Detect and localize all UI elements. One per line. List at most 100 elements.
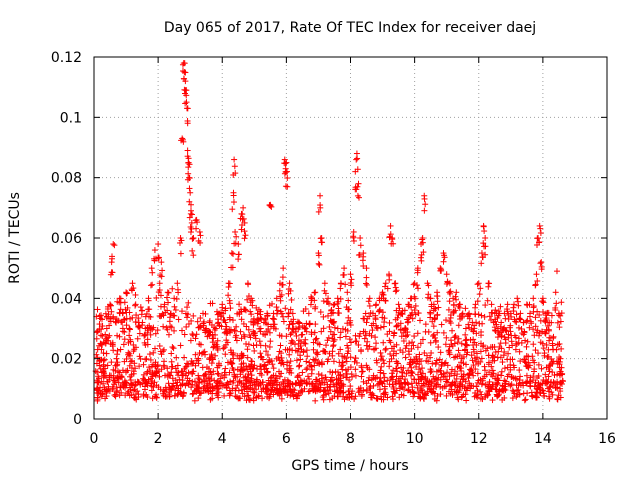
scatter-point-noise bbox=[127, 326, 134, 333]
scatter-point-noise bbox=[462, 331, 469, 338]
scatter-point-noise bbox=[557, 394, 564, 401]
scatter-point-noise bbox=[482, 347, 489, 354]
scatter-point-noise bbox=[489, 367, 496, 374]
scatter-point-noise bbox=[478, 312, 485, 319]
scatter-point-noise bbox=[227, 347, 234, 354]
scatter-point-cluster bbox=[235, 256, 242, 263]
scatter-point-noise bbox=[121, 299, 128, 306]
scatter-point-noise bbox=[227, 390, 234, 397]
scatter-point-noise bbox=[129, 357, 136, 364]
scatter-point-noise bbox=[386, 319, 393, 326]
scatter-point-noise bbox=[178, 327, 185, 334]
scatter-point-cluster bbox=[132, 302, 139, 309]
scatter-point-noise bbox=[250, 365, 257, 372]
scatter-point bbox=[151, 247, 158, 254]
scatter-point bbox=[334, 295, 341, 302]
scatter-point-noise bbox=[402, 354, 409, 361]
scatter-point-noise bbox=[118, 389, 125, 396]
y-tick-labels: 0 0.02 0.04 0.06 0.08 0.1 0.12 bbox=[51, 50, 82, 428]
scatter-point-noise bbox=[236, 311, 243, 318]
scatter-point-noise bbox=[285, 325, 292, 332]
scatter-point bbox=[536, 222, 543, 229]
scatter-point-cluster bbox=[537, 230, 544, 237]
scatter-point-noise bbox=[310, 356, 317, 363]
scatter-point bbox=[317, 192, 324, 199]
scatter-point-noise bbox=[504, 356, 511, 363]
scatter-point bbox=[475, 280, 482, 287]
scatter-point-noise bbox=[408, 368, 415, 375]
scatter-point-noise bbox=[123, 322, 130, 329]
scatter-point-noise bbox=[104, 362, 111, 369]
scatter-point-noise bbox=[331, 324, 338, 331]
scatter-point-noise bbox=[257, 350, 264, 357]
scatter-point-cluster bbox=[486, 280, 493, 287]
scatter-point-noise bbox=[296, 392, 303, 399]
scatter-point-cluster bbox=[97, 332, 104, 339]
scatter-point-noise bbox=[427, 339, 434, 346]
scatter-point-noise bbox=[548, 312, 555, 319]
scatter-point-noise bbox=[415, 285, 422, 292]
scatter-point-cluster bbox=[182, 87, 189, 94]
scatter-point-noise bbox=[389, 396, 396, 403]
scatter-point-cluster bbox=[422, 201, 429, 208]
scatter-point bbox=[366, 295, 373, 302]
scatter-point-noise bbox=[177, 342, 184, 349]
scatter-point-cluster bbox=[190, 235, 197, 242]
scatter-point-cluster bbox=[230, 250, 237, 257]
scatter-point-noise bbox=[435, 304, 442, 311]
scatter-point-noise bbox=[337, 346, 344, 353]
scatter-point-noise bbox=[287, 306, 294, 313]
scatter-point-noise bbox=[440, 370, 447, 377]
scatter-point-cluster bbox=[335, 305, 342, 312]
scatter-point-cluster bbox=[338, 280, 345, 287]
scatter-point-noise bbox=[380, 339, 387, 346]
scatter-point-noise bbox=[288, 337, 295, 344]
scatter-point-cluster bbox=[480, 223, 487, 230]
scatter-point-noise bbox=[295, 363, 302, 370]
scatter-point-noise bbox=[339, 359, 346, 366]
scatter-point-noise bbox=[330, 338, 337, 345]
scatter-point-noise bbox=[462, 305, 469, 312]
scatter-point bbox=[398, 310, 405, 317]
scatter-point-noise bbox=[267, 338, 274, 345]
scatter-point-noise bbox=[161, 358, 168, 365]
scatter-point-noise bbox=[263, 348, 270, 355]
scatter-point-noise bbox=[515, 324, 522, 331]
scatter-point-cluster bbox=[546, 334, 553, 341]
scatter-point-noise bbox=[401, 379, 408, 386]
scatter-point-noise bbox=[435, 344, 442, 351]
scatter-point-noise bbox=[238, 335, 245, 342]
scatter-point-cluster bbox=[257, 342, 264, 349]
scatter-point-noise bbox=[542, 371, 549, 378]
scatter-point bbox=[184, 147, 191, 154]
scatter-point-noise bbox=[143, 355, 150, 362]
scatter-point-noise bbox=[165, 331, 172, 338]
scatter-point-noise bbox=[362, 332, 369, 339]
scatter-point-noise bbox=[337, 329, 344, 336]
scatter-point-noise bbox=[478, 332, 485, 339]
scatter-point-noise bbox=[192, 335, 199, 342]
scatter-point-noise bbox=[203, 364, 210, 371]
scatter-point-noise bbox=[460, 360, 467, 367]
scatter-point-cluster bbox=[320, 298, 327, 305]
scatter-point bbox=[286, 280, 293, 287]
scatter-point bbox=[511, 301, 518, 308]
scatter-point-cluster bbox=[421, 195, 428, 202]
scatter-point-cluster bbox=[279, 281, 286, 288]
scatter-point-cluster bbox=[147, 282, 154, 289]
scatter-point-noise bbox=[358, 348, 365, 355]
scatter-point-noise bbox=[313, 335, 320, 342]
scatter-point bbox=[514, 295, 521, 302]
scatter-point-noise bbox=[427, 369, 434, 376]
scatter-point-noise bbox=[505, 331, 512, 338]
scatter-point-noise bbox=[411, 333, 418, 340]
scatter-point-cluster bbox=[171, 303, 178, 310]
scatter-point-noise bbox=[310, 346, 317, 353]
scatter-point-noise bbox=[430, 331, 437, 338]
scatter-point bbox=[132, 301, 139, 308]
scatter-point-noise bbox=[558, 345, 565, 352]
scatter-point-cluster bbox=[421, 207, 428, 214]
scatter-point-noise bbox=[522, 379, 529, 386]
scatter-point-noise bbox=[363, 319, 370, 326]
scatter-point-noise bbox=[304, 353, 311, 360]
